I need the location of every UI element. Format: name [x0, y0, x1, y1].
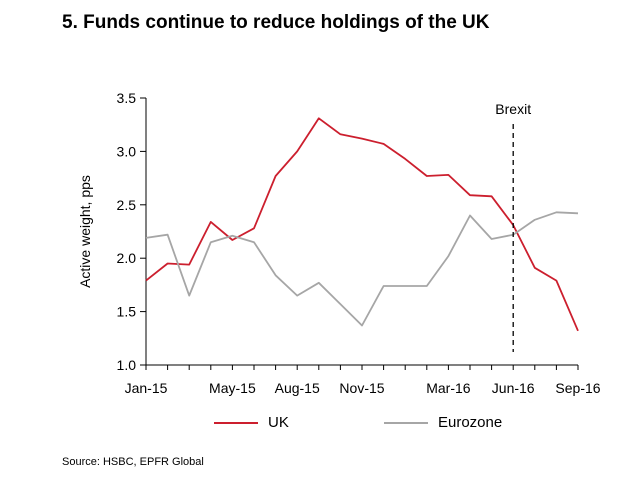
series-line-eurozone: [145, 211, 579, 327]
y-tick-label: 1.5: [117, 304, 137, 320]
x-tick-label: Aug-15: [275, 380, 320, 396]
y-tick-label: 1.0: [117, 357, 137, 373]
x-tick-label: Jan-15: [125, 380, 168, 396]
source-note: Source: HSBC, EPFR Global: [62, 456, 204, 468]
series-line-uk: [145, 117, 579, 332]
x-tick-label: Jun-16: [492, 380, 535, 396]
x-tick-label: May-15: [209, 380, 256, 396]
chart-annotations: Brexit: [495, 101, 531, 352]
chart-title: 5. Funds continue to reduce holdings of …: [62, 12, 490, 33]
chart-legend: UK Eurozone: [0, 414, 640, 438]
y-tick-label: 2.5: [117, 197, 137, 213]
legend-label-uk: UK: [268, 414, 289, 431]
legend-swatch-eurozone: [384, 421, 428, 424]
x-tick-label: Mar-16: [426, 380, 471, 396]
chart-axes: 1.0 1.5 2.0 2.5 3.0 3.5 Jan-15 May-15 Aug-15 Nov-…: [77, 90, 601, 396]
legend-label-eurozone: Eurozone: [438, 414, 503, 431]
y-tick-label: 3.5: [117, 90, 137, 106]
legend-item-eurozone: Eurozone: [384, 414, 502, 431]
brexit-annotation-label: Brexit: [495, 101, 531, 117]
x-tick-label: Nov-15: [339, 380, 384, 396]
legend-item-uk: UK: [214, 414, 289, 431]
legend-swatch-uk: [214, 421, 258, 424]
chart-series: [145, 117, 579, 332]
x-tick-label: Sep-16: [555, 380, 600, 396]
y-tick-label: 2.0: [117, 250, 137, 266]
y-axis-label: Active weight, pps: [77, 175, 93, 288]
y-tick-label: 3.0: [117, 143, 137, 159]
